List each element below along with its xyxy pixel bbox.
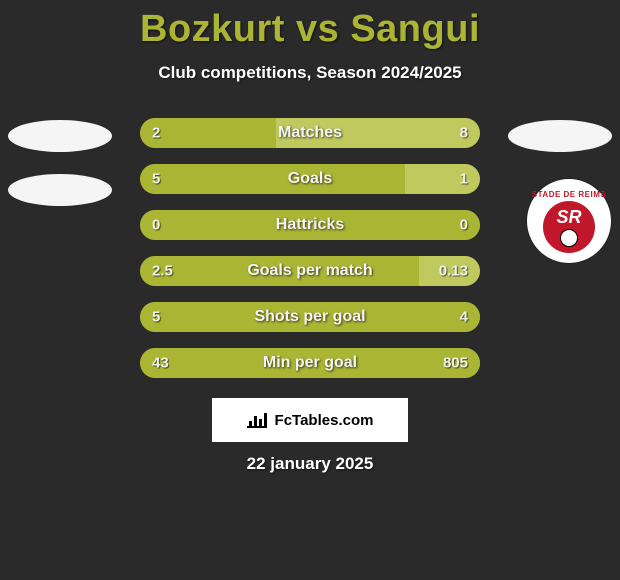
bar-segment-left <box>140 164 405 194</box>
stat-row: 43 805 Min per goal <box>140 348 480 378</box>
stat-row: 5 1 Goals <box>140 164 480 194</box>
stat-value-right: 0 <box>460 217 468 234</box>
stat-value-right: 805 <box>443 355 468 372</box>
stat-value-left: 0 <box>152 217 160 234</box>
stat-row: 5 4 Shots per goal <box>140 302 480 332</box>
subtitle: Club competitions, Season 2024/2025 <box>0 63 620 83</box>
stat-label: Shots per goal <box>254 308 365 326</box>
player1-logo-2 <box>8 174 112 206</box>
crest-top-text: STADE DE REIMS <box>532 190 606 199</box>
player2-logo-1 <box>508 120 612 152</box>
footer-brand-text: FcTables.com <box>275 412 374 429</box>
stat-label: Min per goal <box>263 354 357 372</box>
bar-segment-left <box>140 118 276 148</box>
stat-label: Matches <box>278 124 342 142</box>
stat-value-left: 5 <box>152 309 160 326</box>
comparison-chart: 2 8 Matches 5 1 Goals 0 0 Hattricks 2.5 0.13 Goals … <box>140 118 480 394</box>
bar-chart-icon <box>247 412 269 428</box>
stat-value-right: 8 <box>460 125 468 142</box>
stat-value-left: 2.5 <box>152 263 173 280</box>
stat-row: 2.5 0.13 Goals per match <box>140 256 480 286</box>
footer-brand-box: FcTables.com <box>212 398 408 442</box>
stat-value-left: 2 <box>152 125 160 142</box>
stat-value-left: 43 <box>152 355 169 372</box>
stat-row: 0 0 Hattricks <box>140 210 480 240</box>
crest-initials: SR <box>556 207 581 228</box>
stat-row: 2 8 Matches <box>140 118 480 148</box>
stat-value-right: 1 <box>460 171 468 188</box>
stat-label: Goals <box>288 170 332 188</box>
stat-label: Hattricks <box>276 216 344 234</box>
crest-inner: SR <box>543 201 595 253</box>
stat-value-right: 0.13 <box>439 263 468 280</box>
stat-value-left: 5 <box>152 171 160 188</box>
stat-label: Goals per match <box>247 262 372 280</box>
soccer-ball-icon <box>560 229 578 247</box>
date-label: 22 january 2025 <box>0 454 620 474</box>
player2-club-crest: STADE DE REIMS SR <box>526 178 612 264</box>
player1-logo-1 <box>8 120 112 152</box>
bar-segment-right <box>405 164 480 194</box>
stat-value-right: 4 <box>460 309 468 326</box>
comparison-title: Bozkurt vs Sangui <box>0 0 620 51</box>
